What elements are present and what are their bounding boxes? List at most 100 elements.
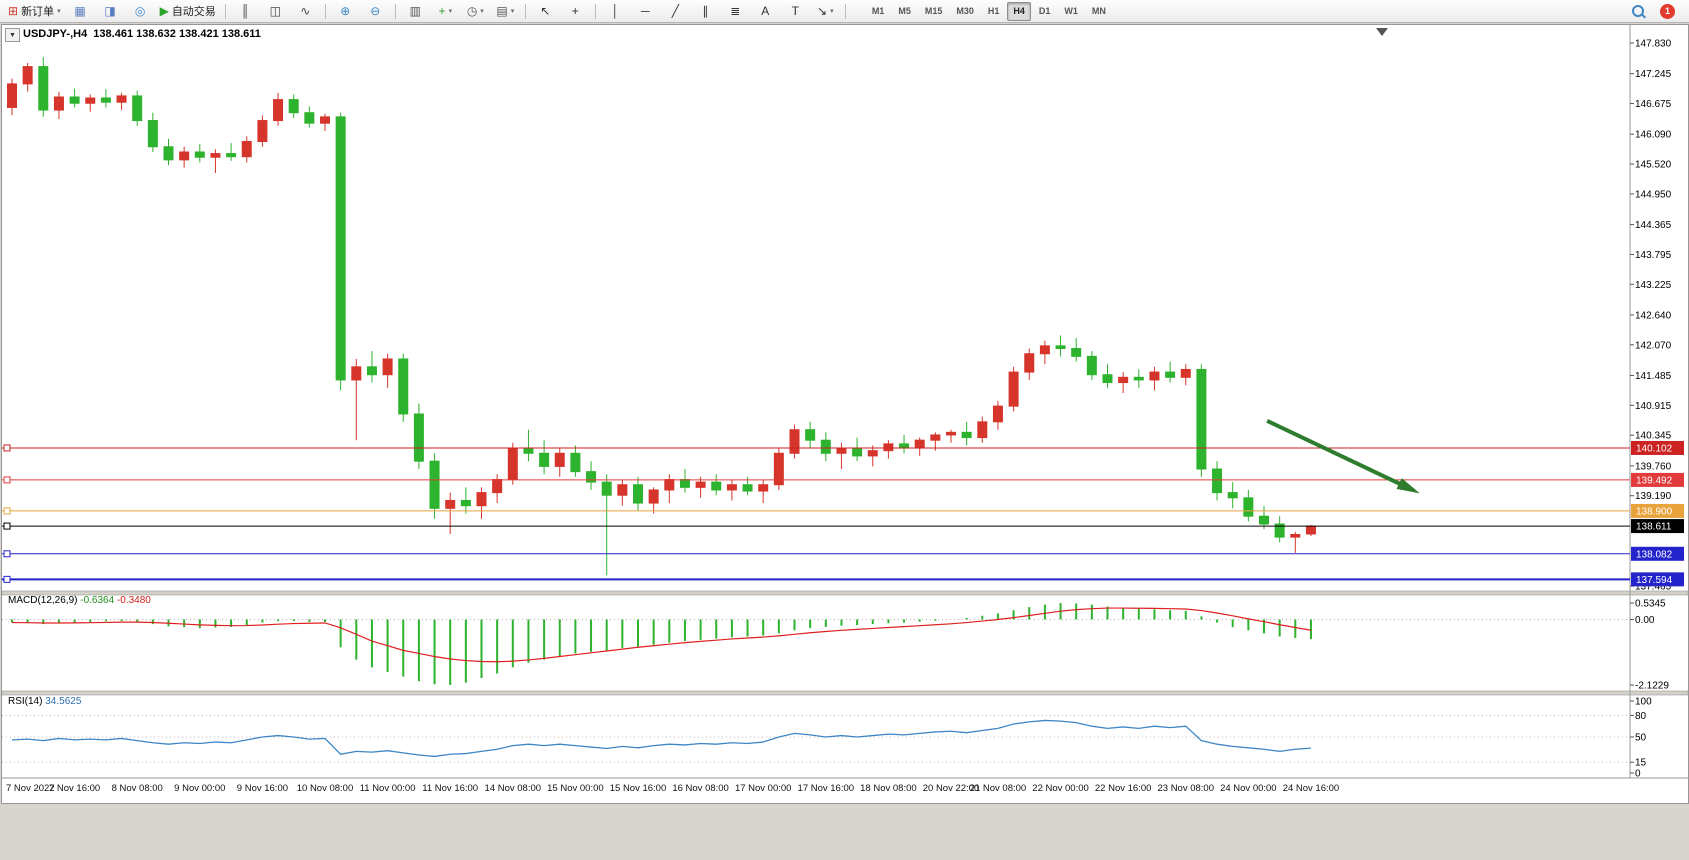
toolbar-separator <box>224 3 226 19</box>
rsi-panel-divider[interactable] <box>2 690 1688 696</box>
candle-body <box>992 405 1003 423</box>
time-axis-label: 15 Nov 00:00 <box>547 783 604 794</box>
pivot-orange-handle[interactable] <box>3 507 11 515</box>
time-axis-label: 21 Nov 08:00 <box>970 783 1027 794</box>
trendline-button[interactable]: ╱ <box>661 1 690 22</box>
candle-body <box>382 358 393 376</box>
candle-body <box>867 450 878 457</box>
macd-panel-divider[interactable] <box>2 590 1688 596</box>
timeframe-d1-button[interactable]: D1 <box>1038 6 1051 16</box>
candle-body <box>210 153 221 158</box>
time-axis-label: 22 Nov 16:00 <box>1095 783 1152 794</box>
price-axis-label: 141.485 <box>1635 371 1672 382</box>
trend-arrow[interactable] <box>1266 418 1420 494</box>
timeframe-h4-button[interactable]: H4 <box>1007 1 1031 21</box>
candle-body <box>664 478 675 491</box>
zoom-in-icon: ⊕ <box>340 4 351 18</box>
indicators-button[interactable]: + ▾ <box>431 1 460 22</box>
candlestick-chart-type-button[interactable]: ◫ <box>261 1 290 22</box>
zoom-in-button[interactable]: ⊕ <box>331 1 360 22</box>
timeframe-m15-button[interactable]: M15 <box>924 6 943 16</box>
candle-body <box>85 97 96 104</box>
tile-windows-button[interactable]: ▥ <box>401 1 430 22</box>
price-axis-label: 140.345 <box>1635 431 1672 442</box>
candle-body <box>679 478 690 488</box>
channel-icon: ∥ <box>702 4 709 18</box>
price-axis-label: 144.365 <box>1635 220 1672 231</box>
new-order-button[interactable]: ⊞ 新订单 ▾ <box>4 1 65 22</box>
zoom-out-button[interactable]: ⊖ <box>361 1 390 22</box>
resistance-2-handle[interactable] <box>3 476 11 484</box>
resistance-2-price-tag: 139.492 <box>1631 472 1684 487</box>
arrows-button[interactable]: ↘ ▾ <box>811 1 840 22</box>
cursor-button[interactable]: ↖ <box>531 1 560 22</box>
fibonacci-button[interactable]: ≣ <box>721 1 750 22</box>
price-axis-label: 140.915 <box>1635 401 1672 412</box>
toolbar-buttons: ⊞ 新订单 ▾ ▦ ◨ ◎ ▶ 自动交易 ║ ◫ ∿ ⊕ ⊖ ▥ + ▾ ◷ ▾ ▤ ▾ ↖ + │ ─ ╱ ∥ ≣ A T ↘ ▾ <box>4 1 850 22</box>
candle-body <box>899 443 910 449</box>
support-1-handle[interactable] <box>3 550 11 558</box>
candle-body <box>132 95 143 122</box>
crosshair-button[interactable]: + <box>561 1 590 22</box>
candle-body <box>1290 534 1301 538</box>
cursor-icon: ↖ <box>540 4 551 18</box>
candle-body <box>601 481 612 496</box>
timeframe-m5-button[interactable]: M5 <box>898 6 911 16</box>
support-2-handle[interactable] <box>3 575 11 583</box>
chart-canvas[interactable]: 147.830 147.245 146.675 146.090 145.520 144.9… <box>2 25 1688 803</box>
time-axis-label: 24 Nov 16:00 <box>1283 783 1340 794</box>
new-order-button-label: 新订单 <box>21 6 55 18</box>
templates-button[interactable]: ▤ ▾ <box>491 1 520 22</box>
candle-body <box>445 499 456 509</box>
charts-tile-button[interactable]: ▦ <box>66 1 95 22</box>
text-button[interactable]: A <box>751 1 780 22</box>
time-axis-label: 22 Nov 00:00 <box>1032 783 1089 794</box>
notification-badge[interactable]: 1 <box>1660 3 1675 19</box>
macd-label: MACD(12,26,9) -0.6364 -0.3480 <box>8 595 151 606</box>
horizontal-line-button[interactable]: ─ <box>631 1 660 22</box>
search-button[interactable] <box>1623 1 1652 22</box>
vertical-line-button[interactable]: │ <box>601 1 630 22</box>
price-axis-label: 139.760 <box>1635 461 1672 472</box>
current-price-handle[interactable] <box>3 522 11 530</box>
macd-main-value: -0.6364 <box>80 595 115 606</box>
toolbar-right-group: 1 <box>1623 1 1675 22</box>
resistance-1-handle[interactable] <box>3 444 11 452</box>
timeframe-m1-button[interactable]: M1 <box>871 6 885 16</box>
quick-trade-toggle-button[interactable]: ▼ <box>5 28 20 42</box>
candle-body <box>38 66 49 111</box>
dropdown-arrow-icon: ▾ <box>480 8 484 15</box>
candle-body <box>695 481 706 488</box>
candle-body <box>1024 353 1035 373</box>
line-chart-type-button[interactable]: ∿ <box>291 1 320 22</box>
macd-panel: 0.5345 0.00 -2.1229 <box>2 599 1669 692</box>
rsi-axis-label: 80 <box>1635 711 1647 722</box>
toolbar-separator <box>594 3 596 19</box>
label-button[interactable]: T <box>781 1 810 22</box>
auto-trading-button[interactable]: ▶ 自动交易 <box>156 1 220 22</box>
data-window-button[interactable]: ◎ <box>126 1 155 22</box>
timeframe-mn-button[interactable]: MN <box>1091 6 1106 16</box>
periods-button[interactable]: ◷ ▾ <box>461 1 490 22</box>
svg-text:137.594: 137.594 <box>1636 575 1673 586</box>
price-axis-label: 142.070 <box>1635 340 1672 351</box>
price-axis[interactable]: 147.830 147.245 146.675 146.090 145.520 144.9… <box>1630 39 1684 593</box>
profile-button[interactable]: ◨ <box>96 1 125 22</box>
candle-body <box>1243 497 1254 517</box>
candle-body <box>1149 371 1160 381</box>
svg-text:138.082: 138.082 <box>1636 549 1673 560</box>
timeframe-w1-button[interactable]: W1 <box>1064 6 1078 16</box>
bar-chart-type-button[interactable]: ║ <box>231 1 260 22</box>
timeframe-h1-button[interactable]: H1 <box>987 6 1000 16</box>
candle-body <box>523 447 534 454</box>
chart-shift-marker[interactable] <box>1376 28 1388 36</box>
time-axis-label: 17 Nov 16:00 <box>798 783 855 794</box>
periods-icon: ◷ <box>466 4 478 18</box>
fibonacci-icon: ≣ <box>730 4 741 18</box>
candle-body <box>1118 376 1129 384</box>
line-chart-type-icon: ∿ <box>300 4 311 18</box>
channel-button[interactable]: ∥ <box>691 1 720 22</box>
timeframe-m30-button[interactable]: M30 <box>956 6 974 16</box>
candlestick-series <box>7 57 1316 576</box>
